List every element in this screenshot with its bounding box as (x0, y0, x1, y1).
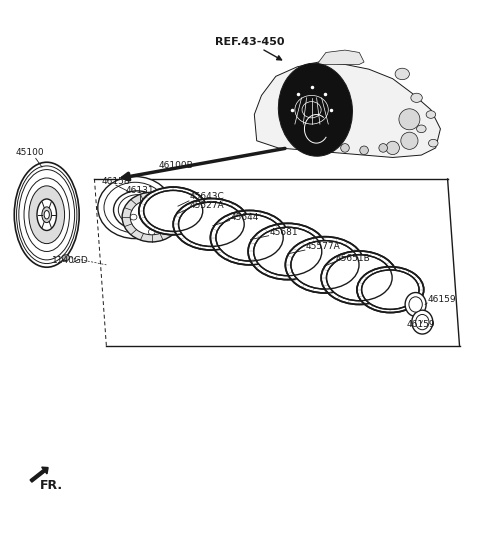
Ellipse shape (416, 314, 429, 330)
Ellipse shape (98, 177, 172, 239)
Ellipse shape (399, 109, 420, 130)
Ellipse shape (278, 63, 352, 156)
Ellipse shape (122, 192, 181, 242)
Ellipse shape (148, 229, 155, 235)
Ellipse shape (429, 139, 438, 147)
Ellipse shape (29, 186, 65, 244)
Text: 45681: 45681 (270, 228, 298, 237)
Ellipse shape (148, 200, 155, 205)
Ellipse shape (144, 190, 203, 231)
Ellipse shape (283, 106, 292, 114)
Ellipse shape (386, 141, 399, 154)
Ellipse shape (285, 237, 364, 293)
Text: 45527A: 45527A (190, 201, 225, 209)
Ellipse shape (293, 77, 301, 85)
Text: 45577A: 45577A (306, 242, 341, 251)
Polygon shape (319, 50, 364, 64)
Text: 1140GD: 1140GD (51, 256, 88, 265)
Text: 46100B: 46100B (159, 161, 193, 170)
Ellipse shape (409, 297, 422, 312)
Text: FR.: FR. (39, 479, 63, 492)
Ellipse shape (321, 251, 397, 305)
Ellipse shape (361, 270, 419, 310)
Ellipse shape (14, 162, 79, 267)
Ellipse shape (357, 267, 424, 313)
Ellipse shape (167, 214, 173, 220)
Text: 45651B: 45651B (336, 254, 370, 263)
Ellipse shape (62, 255, 70, 261)
Ellipse shape (417, 125, 426, 133)
Ellipse shape (139, 187, 207, 235)
Ellipse shape (248, 224, 327, 280)
Ellipse shape (291, 240, 359, 289)
Ellipse shape (341, 144, 349, 152)
Ellipse shape (44, 211, 49, 219)
Text: 46131: 46131 (125, 186, 154, 195)
Ellipse shape (143, 210, 160, 224)
Ellipse shape (179, 202, 244, 246)
Ellipse shape (253, 227, 322, 276)
Ellipse shape (114, 191, 161, 229)
Text: 45100: 45100 (16, 148, 44, 157)
Ellipse shape (173, 199, 250, 250)
FancyArrow shape (30, 467, 48, 482)
Ellipse shape (412, 310, 433, 334)
Ellipse shape (42, 207, 51, 222)
Text: REF.43-450: REF.43-450 (215, 38, 284, 47)
Ellipse shape (37, 199, 57, 231)
Ellipse shape (379, 144, 387, 152)
Ellipse shape (130, 214, 137, 220)
Text: 45643C: 45643C (190, 193, 225, 201)
Ellipse shape (210, 211, 288, 265)
Text: 46159: 46159 (407, 320, 436, 329)
Ellipse shape (395, 68, 409, 79)
Ellipse shape (401, 132, 418, 150)
Polygon shape (254, 62, 441, 157)
Ellipse shape (216, 214, 283, 261)
Text: 45644: 45644 (230, 213, 259, 221)
Ellipse shape (326, 255, 392, 301)
Ellipse shape (405, 293, 426, 317)
Ellipse shape (130, 200, 173, 235)
Text: 46158: 46158 (102, 177, 130, 186)
Ellipse shape (411, 93, 422, 102)
Text: 46159: 46159 (427, 295, 456, 304)
Ellipse shape (317, 65, 325, 73)
Ellipse shape (426, 110, 436, 119)
Ellipse shape (360, 146, 368, 154)
